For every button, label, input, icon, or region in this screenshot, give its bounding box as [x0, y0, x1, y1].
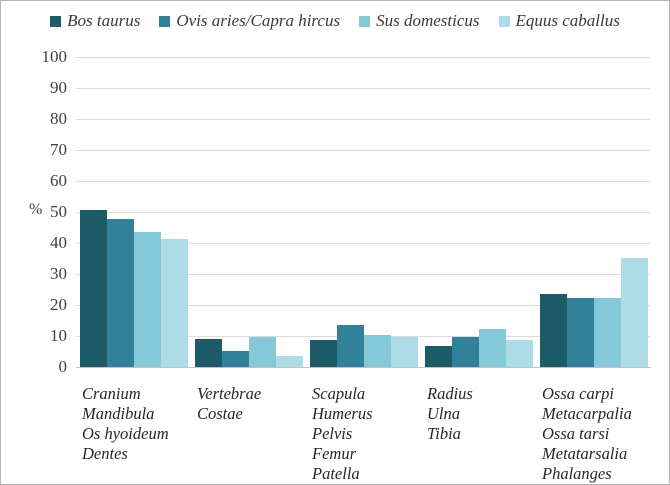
x-axis-label-line: Vertebrae	[197, 384, 262, 403]
gridline	[76, 274, 651, 275]
bar-sus-domesticus-scapula	[363, 335, 391, 368]
x-axis-label-line: Mandibula	[82, 404, 155, 423]
x-axis-label-line: Os hyoideum	[82, 424, 169, 443]
y-axis-tick-label: 0	[58, 357, 68, 376]
x-axis-label-line: Tibia	[427, 424, 461, 443]
y-axis-tick-label: 100	[41, 47, 68, 66]
bar-group-scapula	[306, 324, 421, 368]
bar-equus-caballus-cranium	[160, 239, 188, 368]
x-axis-category-label: Vertebrae Costae	[191, 384, 306, 484]
x-axis-label-line: Patella	[312, 464, 360, 483]
legend-item-bos-taurus: Bos taurus	[50, 11, 140, 31]
x-axis-line	[76, 367, 651, 368]
x-axis-label-line: Metacarpalia	[542, 404, 632, 423]
y-axis: 0 10 20 30 40 50 60 70 80 90 100	[1, 48, 68, 375]
x-axis-label-line: Humerus	[312, 404, 373, 423]
x-axis-label-line: Ossa carpi	[542, 384, 614, 403]
y-axis-tick-label: 80	[50, 109, 67, 128]
gridline	[76, 119, 651, 120]
y-axis-tick-label: 20	[50, 295, 67, 314]
legend-swatch-icon	[498, 15, 510, 27]
bar-ovis-aries-capra-hircus-scapula	[336, 324, 364, 368]
legend-swatch-icon	[159, 15, 171, 27]
bar-sus-domesticus-cranium	[133, 231, 161, 368]
bar-bos-taurus-radius	[424, 346, 452, 368]
bar-bos-taurus-ossa-carpi	[539, 293, 567, 368]
x-axis-label-line: Dentes	[82, 444, 128, 463]
y-axis-tick-label: 60	[50, 171, 67, 190]
x-axis-category-label: Ossa carpi Metacarpalia Ossa tarsi Metatars…	[536, 384, 651, 484]
x-axis-label-line: Pelvis	[312, 424, 353, 443]
y-axis-tick-label: 70	[50, 140, 67, 159]
bar-ovis-aries-capra-hircus-vertebrae	[221, 350, 249, 368]
bar-equus-caballus-radius	[505, 340, 533, 368]
bar-group-vertebrae	[191, 337, 306, 368]
x-axis-label-line: Femur	[312, 444, 356, 463]
legend-item-equus-caballus: Equus caballus	[498, 11, 620, 31]
x-axis-category-label: Radius Ulna Tibia	[421, 384, 536, 484]
legend-swatch-icon	[50, 15, 62, 27]
x-axis-label-line: Ulna	[427, 404, 460, 423]
legend-item-sus-domesticus: Sus domesticus	[359, 11, 480, 31]
bar-groups	[76, 58, 651, 368]
legend-item-ovis-aries-capra-hircus: Ovis aries/Capra hircus	[159, 11, 340, 31]
gridline	[76, 57, 651, 58]
legend-label: Bos taurus	[67, 11, 141, 30]
plot-area	[76, 57, 651, 368]
bar-sus-domesticus-ossa-carpi	[593, 298, 621, 368]
bar-equus-caballus-scapula	[390, 337, 418, 368]
gridline	[76, 88, 651, 89]
gridline	[76, 243, 651, 244]
chart-legend: Bos taurus Ovis aries/Capra hircus Sus dom…	[1, 11, 669, 31]
y-axis-unit-label: %	[29, 201, 43, 218]
x-axis-label-line: Ossa tarsi	[542, 424, 610, 443]
bar-bos-taurus-scapula	[309, 340, 337, 368]
legend-label: Sus domesticus	[376, 11, 480, 30]
bar-bos-taurus-vertebrae	[194, 338, 222, 368]
y-axis-tick-label: 10	[50, 326, 67, 345]
x-axis-label-line: Scapula	[312, 384, 366, 403]
x-axis-label-line: Cranium	[82, 384, 141, 403]
bar-ovis-aries-capra-hircus-cranium	[106, 219, 134, 368]
gridline	[76, 181, 651, 182]
y-axis-tick-label: 90	[50, 78, 67, 97]
x-axis-label-line: Costae	[197, 404, 243, 423]
x-axis-label-line: Phalanges	[542, 464, 612, 483]
legend-swatch-icon	[359, 15, 371, 27]
bar-sus-domesticus-vertebrae	[248, 337, 276, 368]
x-axis-category-label: Cranium Mandibula Os hyoideum Dentes	[76, 384, 191, 484]
y-axis-tick-label: 50	[50, 202, 67, 221]
bar-ovis-aries-capra-hircus-radius	[451, 337, 479, 368]
bar-group-cranium	[76, 209, 191, 368]
bar-ovis-aries-capra-hircus-ossa-carpi	[566, 298, 594, 368]
legend-label: Ovis aries/Capra hircus	[176, 11, 341, 30]
y-axis-tick-label: 40	[50, 233, 67, 252]
bar-equus-caballus-ossa-carpi	[620, 257, 648, 368]
gridline	[76, 150, 651, 151]
x-axis-category-labels: Cranium Mandibula Os hyoideum Dentes Vertebr…	[76, 384, 651, 484]
x-axis-category-label: Scapula Humerus Pelvis Femur Patella	[306, 384, 421, 484]
legend-label: Equus caballus	[515, 11, 620, 30]
bar-sus-domesticus-radius	[478, 329, 506, 368]
bar-equus-caballus-vertebrae	[275, 355, 303, 368]
bar-bos-taurus-cranium	[79, 209, 107, 368]
y-axis-tick-label: 30	[50, 264, 67, 283]
x-axis-label-line: Metatarsalia	[542, 444, 628, 463]
bar-group-ossa-carpi	[536, 257, 651, 368]
gridline	[76, 305, 651, 306]
x-axis-label-line: Radius	[427, 384, 473, 403]
gridline	[76, 212, 651, 213]
bar-group-radius	[421, 329, 536, 368]
